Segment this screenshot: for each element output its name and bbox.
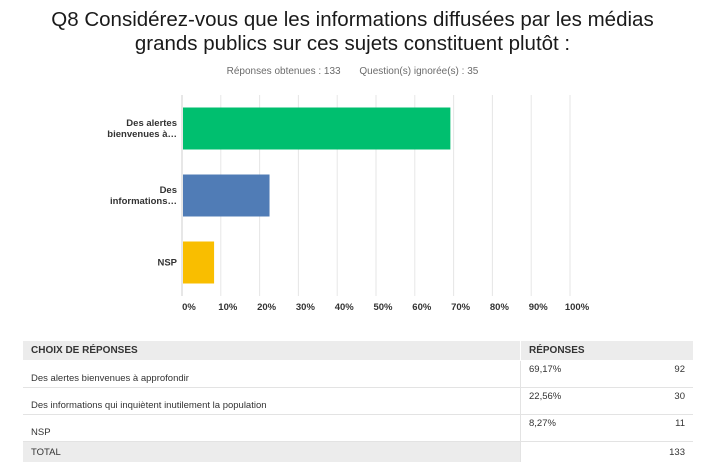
- x-tick-label: 0%: [182, 302, 196, 313]
- bar: [183, 241, 215, 284]
- row-percent: 8,27%: [520, 414, 657, 442]
- table-header-row: CHOIX DE RÉPONSES RÉPONSES: [23, 341, 693, 361]
- total-count: 133: [657, 441, 693, 462]
- row-label: Des alertes bienvenues à approfondir: [23, 360, 521, 388]
- x-tick-label: 70%: [451, 302, 471, 313]
- x-tick-label: 80%: [490, 302, 510, 313]
- category-label: bienvenues à…: [107, 129, 177, 140]
- table-row: Des informations qui inquiètent inutilem…: [23, 387, 693, 415]
- category-label: Des: [160, 185, 177, 196]
- row-label: Des informations qui inquiètent inutilem…: [23, 387, 521, 415]
- x-tick-label: 50%: [373, 302, 393, 313]
- question-title-line-2: grands publics sur ces sujets constituen…: [134, 32, 571, 55]
- row-label: NSP: [23, 414, 521, 442]
- question-title-line-1: Q8 Considérez-vous que les informations …: [51, 8, 654, 31]
- response-stats: Réponses obtenues : 133 Question(s) igno…: [0, 66, 705, 77]
- x-tick-label: 40%: [335, 302, 355, 313]
- bar: [183, 174, 270, 217]
- table-row: NSP 8,27% 11: [23, 414, 693, 442]
- category-label: Des alertes: [126, 118, 177, 129]
- question-title: Q8 Considérez-vous que les informations …: [0, 8, 705, 56]
- x-tick-label: 10%: [218, 302, 238, 313]
- bar: [183, 107, 451, 150]
- category-label: NSP: [157, 258, 177, 269]
- header-responses: RÉPONSES: [520, 341, 693, 361]
- row-percent: 69,17%: [520, 360, 657, 388]
- row-percent: 22,56%: [520, 387, 657, 415]
- total-label: TOTAL: [23, 441, 521, 462]
- x-tick-label: 60%: [412, 302, 432, 313]
- table-row: Des alertes bienvenues à approfondir 69,…: [23, 360, 693, 388]
- x-tick-label: 20%: [257, 302, 277, 313]
- x-tick-label: 30%: [296, 302, 316, 313]
- results-table: CHOIX DE RÉPONSES RÉPONSES Des alertes b…: [23, 341, 693, 462]
- table-total-row: TOTAL 133: [23, 441, 693, 462]
- header-choice: CHOIX DE RÉPONSES: [23, 341, 521, 361]
- row-count: 92: [657, 360, 693, 388]
- category-label: informations…: [110, 196, 177, 207]
- x-tick-label: 90%: [529, 302, 549, 313]
- row-count: 30: [657, 387, 693, 415]
- row-count: 11: [657, 414, 693, 442]
- answered-count: Réponses obtenues : 133: [226, 66, 341, 77]
- skipped-count: Question(s) ignorée(s) : 35: [359, 66, 479, 77]
- x-tick-label: 100%: [565, 302, 590, 313]
